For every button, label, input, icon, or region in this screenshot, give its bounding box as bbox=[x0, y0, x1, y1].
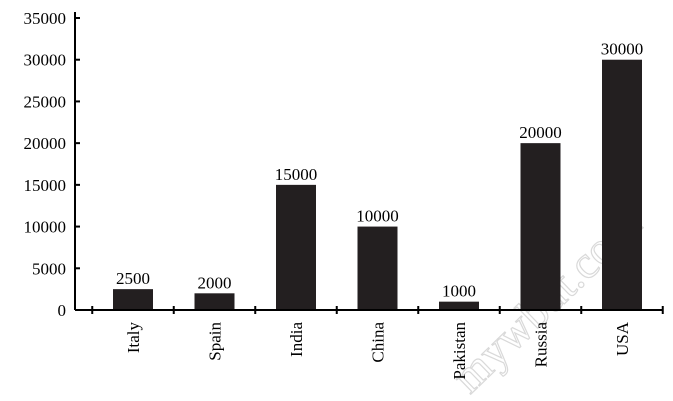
bar-pakistan bbox=[439, 301, 479, 310]
bars bbox=[113, 59, 642, 310]
bar-china bbox=[357, 226, 398, 310]
x-tick-label-usa: USA bbox=[613, 321, 632, 356]
x-tick-label-spain: Spain bbox=[206, 322, 225, 361]
y-tick-label: 20000 bbox=[24, 134, 67, 153]
data-labels: 2500 2000 15000 10000 1000 20000 30000 bbox=[116, 40, 643, 301]
x-tick-label-india: India bbox=[287, 322, 306, 357]
y-tick-label: 25000 bbox=[24, 92, 67, 111]
data-label-russia: 20000 bbox=[519, 123, 562, 142]
data-label-pakistan: 1000 bbox=[442, 282, 476, 301]
bar-usa bbox=[602, 59, 642, 310]
bar-india bbox=[276, 184, 316, 310]
y-tick-label: 30000 bbox=[24, 51, 67, 70]
x-axis-labels: Italy Spain India China Pakistan Russia USA bbox=[124, 321, 632, 379]
data-label-spain: 2000 bbox=[198, 273, 232, 292]
y-tick-label: 15000 bbox=[24, 176, 67, 195]
y-tick-label: 10000 bbox=[24, 218, 67, 237]
y-axis-ticks: 0 5000 10000 15000 20000 25000 30000 35000 bbox=[24, 9, 80, 320]
x-tick-label-russia: Russia bbox=[532, 322, 551, 368]
x-tick-label-italy: Italy bbox=[124, 322, 143, 354]
data-label-india: 15000 bbox=[275, 165, 318, 184]
data-label-italy: 2500 bbox=[116, 269, 150, 288]
bar-italy bbox=[113, 289, 153, 310]
x-tick-label-pakistan: Pakistan bbox=[450, 322, 469, 380]
x-tick-label-china: China bbox=[369, 322, 388, 363]
y-tick-label: 0 bbox=[58, 301, 67, 320]
y-tick-label: 35000 bbox=[24, 9, 67, 28]
y-tick-label: 5000 bbox=[32, 259, 66, 278]
bar-russia bbox=[520, 143, 561, 310]
data-label-usa: 30000 bbox=[601, 40, 644, 59]
bar-spain bbox=[194, 293, 235, 310]
axes bbox=[74, 12, 664, 314]
data-label-china: 10000 bbox=[356, 207, 399, 226]
